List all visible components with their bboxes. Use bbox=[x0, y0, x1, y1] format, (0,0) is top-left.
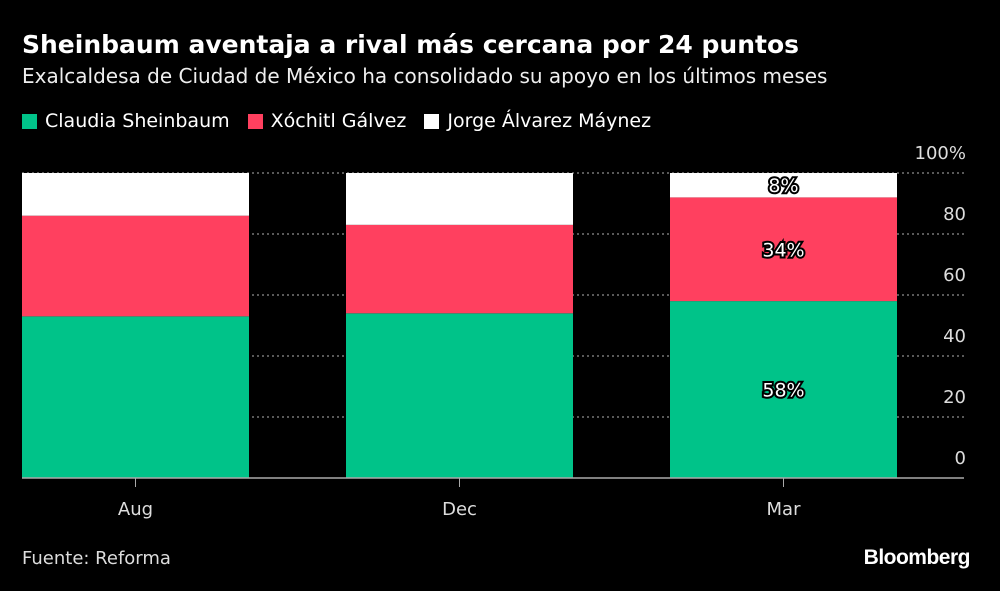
legend-swatch bbox=[22, 113, 37, 129]
legend-label: Jorge Álvarez Máynez bbox=[447, 110, 652, 132]
legend-swatch bbox=[247, 113, 263, 129]
bar-segment bbox=[670, 301, 897, 478]
y-tick-label: 80 bbox=[943, 204, 966, 225]
legend-item: Claudia Sheinbaum bbox=[22, 110, 230, 132]
bar-segment bbox=[670, 173, 897, 198]
legend: Claudia Sheinbaum Xóchitl Gálvez Jorge Álv… bbox=[22, 110, 651, 132]
bar-segment bbox=[670, 197, 897, 302]
legend-swatch bbox=[424, 113, 440, 129]
bar-segment bbox=[346, 313, 573, 478]
legend-label: Xóchitl Gálvez bbox=[270, 110, 407, 132]
y-tick-label: 100% bbox=[915, 143, 966, 164]
source-note: Fuente: Reforma bbox=[22, 548, 171, 569]
y-tick-label: 60 bbox=[943, 265, 966, 286]
y-tick-label: 40 bbox=[943, 326, 966, 347]
bar-segment bbox=[346, 173, 573, 225]
chart-title: Sheinbaum aventaja a rival más cercana p… bbox=[22, 30, 800, 59]
legend-item: Xóchitl Gálvez bbox=[247, 110, 407, 132]
x-tick-label: Aug bbox=[118, 499, 153, 520]
data-label: 58% bbox=[762, 380, 804, 402]
x-tick-label: Dec bbox=[442, 499, 477, 520]
chart-subtitle: Exalcaldesa de Ciudad de México ha conso… bbox=[22, 64, 828, 88]
bar-segment bbox=[22, 215, 249, 317]
data-label: 34% bbox=[762, 239, 804, 261]
y-tick-label: 0 bbox=[955, 448, 966, 469]
bar-segment bbox=[22, 316, 249, 478]
data-label: 8% bbox=[768, 175, 798, 197]
bar-segment bbox=[22, 173, 249, 216]
y-tick-label: 20 bbox=[943, 387, 966, 408]
x-tick-label: Mar bbox=[767, 499, 802, 520]
bloomberg-logo: Bloomberg bbox=[863, 546, 971, 569]
bar-segment bbox=[346, 224, 573, 314]
legend-label: Claudia Sheinbaum bbox=[45, 110, 230, 132]
legend-item: Jorge Álvarez Máynez bbox=[424, 110, 651, 132]
